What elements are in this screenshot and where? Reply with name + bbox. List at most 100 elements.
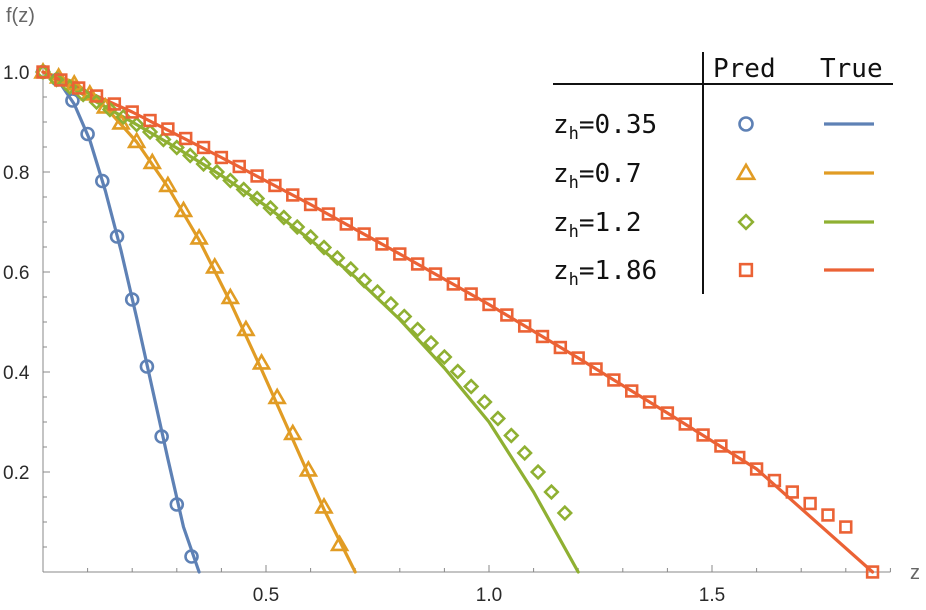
- pred-marker-diamond: [516, 444, 533, 462]
- pred-marker-circle: [738, 116, 754, 132]
- pred-marker-diamond: [422, 334, 440, 352]
- pred-marker-square: [143, 113, 157, 128]
- pred-marker-diamond: [128, 116, 145, 133]
- x-tick-label: 1.0: [476, 585, 502, 606]
- pred-marker-square: [89, 89, 104, 103]
- legend-label-base: z: [553, 110, 569, 140]
- pred-marker-diamond: [275, 209, 292, 226]
- legend-label-sub: h: [569, 222, 579, 242]
- y-tick-label: 0.6: [3, 263, 29, 284]
- pred-marker-diamond: [262, 199, 279, 217]
- pred-marker-square: [446, 277, 461, 291]
- pred-marker-square: [642, 395, 657, 409]
- pred-marker-square: [517, 319, 532, 333]
- x-axis-title: z: [910, 562, 920, 584]
- pred-marker-square: [179, 131, 193, 146]
- true-line-series-3: [41, 70, 580, 574]
- pred-marker-square: [339, 217, 353, 231]
- y-tick-label: 1.0: [3, 63, 29, 84]
- pred-marker-square: [286, 188, 300, 202]
- pred-marker-diamond: [222, 172, 239, 189]
- pred-marker-square: [268, 178, 282, 193]
- pred-marker-square: [393, 247, 407, 261]
- pred-marker-square: [660, 406, 675, 420]
- pred-marker-square: [732, 450, 746, 465]
- pred-marker-diamond: [155, 131, 172, 148]
- pred-marker-triangle: [267, 387, 287, 405]
- pred-marker-diamond: [208, 163, 226, 181]
- pred-marker-triangle: [735, 162, 757, 181]
- legend-label: zh=1.2: [553, 208, 642, 242]
- pred-marker-circle: [154, 429, 169, 444]
- pred-marker-circle: [80, 126, 95, 142]
- pred-marker-diamond: [329, 249, 346, 267]
- legend-label: zh=0.7: [553, 159, 642, 193]
- pred-marker-diamond: [489, 410, 507, 427]
- pred-marker-triangle: [236, 319, 256, 337]
- pred-marker-square: [678, 417, 692, 431]
- pred-marker-diamond: [543, 483, 560, 501]
- y-tick-label: 0.4: [3, 363, 30, 384]
- pred-marker-triangle: [189, 227, 209, 245]
- legend-row: zh=1.86: [553, 256, 874, 290]
- y-axis-title: f(z): [6, 5, 35, 27]
- x-ticks: 0.5 1.0 1.5: [87, 565, 891, 606]
- pred-marker-diamond: [382, 295, 400, 313]
- pred-marker-diamond: [182, 147, 199, 164]
- pred-marker-square: [839, 520, 853, 534]
- pred-marker-square: [303, 197, 318, 212]
- pred-marker-diamond: [476, 393, 493, 411]
- pred-marker-diamond: [369, 283, 386, 301]
- x-tick-label: 1.5: [699, 585, 725, 606]
- pred-marker-diamond: [529, 463, 547, 481]
- pred-marker-square: [821, 508, 835, 522]
- pred-marker-triangle: [204, 256, 225, 274]
- pred-marker-diamond: [737, 213, 755, 231]
- pred-marker-square: [71, 81, 86, 95]
- pred-marker-square: [214, 150, 229, 165]
- axes: 0.5 1.0 1.5 0.2 0.4 0.6 0.8 1.0 z f(z): [3, 5, 920, 606]
- pred-marker-square: [607, 373, 621, 387]
- y-ticks: 0.2 0.4 0.6 0.8 1.0: [3, 63, 50, 548]
- pred-marker-square: [250, 169, 264, 183]
- pred-marker-diamond: [302, 228, 319, 246]
- pred-marker-square: [571, 351, 585, 365]
- legend-label-value: =0.35: [579, 110, 657, 140]
- pred-marker-square: [54, 73, 68, 87]
- pred-marker-square: [535, 329, 550, 344]
- pred-marker-square: [482, 297, 496, 312]
- legend-label-value: =1.86: [579, 256, 657, 286]
- y-tick-label: 0.8: [3, 163, 29, 184]
- pred-marker-square: [232, 159, 246, 174]
- pred-marker-triangle: [126, 131, 147, 149]
- pred-marker-diamond: [248, 190, 266, 207]
- pred-marker-square: [36, 65, 50, 79]
- pred-marker-square: [161, 122, 175, 136]
- pred-marker-square: [357, 227, 371, 241]
- pred-marker-circle: [169, 497, 185, 512]
- pred-marker-triangle: [329, 534, 350, 552]
- legend-header-pred: Pred: [713, 54, 776, 84]
- pred-marker-square: [428, 267, 443, 281]
- pred-marker-diamond: [449, 363, 466, 380]
- legend-row: zh=1.2: [553, 208, 874, 242]
- legend-header-true: True: [820, 54, 883, 84]
- pred-marker-diamond: [289, 218, 306, 236]
- pred-marker-diamond: [503, 427, 520, 444]
- pred-marker-square: [589, 362, 603, 376]
- pred-marker-square: [738, 262, 754, 278]
- legend-label: zh=1.86: [553, 256, 657, 290]
- pred-marker-square: [749, 462, 764, 476]
- pred-marker-triangle: [220, 287, 241, 305]
- pred-markers-series-4: [36, 65, 880, 579]
- legend-label-base: z: [553, 159, 569, 189]
- legend-label: zh=0.35: [553, 110, 657, 144]
- pred-marker-circle: [109, 229, 125, 244]
- pred-marker-square: [553, 340, 568, 355]
- true-line-series-4: [41, 70, 875, 574]
- pred-marker-square: [865, 565, 880, 579]
- pred-marker-diamond: [315, 239, 333, 256]
- legend-row: zh=0.35: [553, 110, 874, 144]
- pred-marker-circle: [139, 359, 155, 374]
